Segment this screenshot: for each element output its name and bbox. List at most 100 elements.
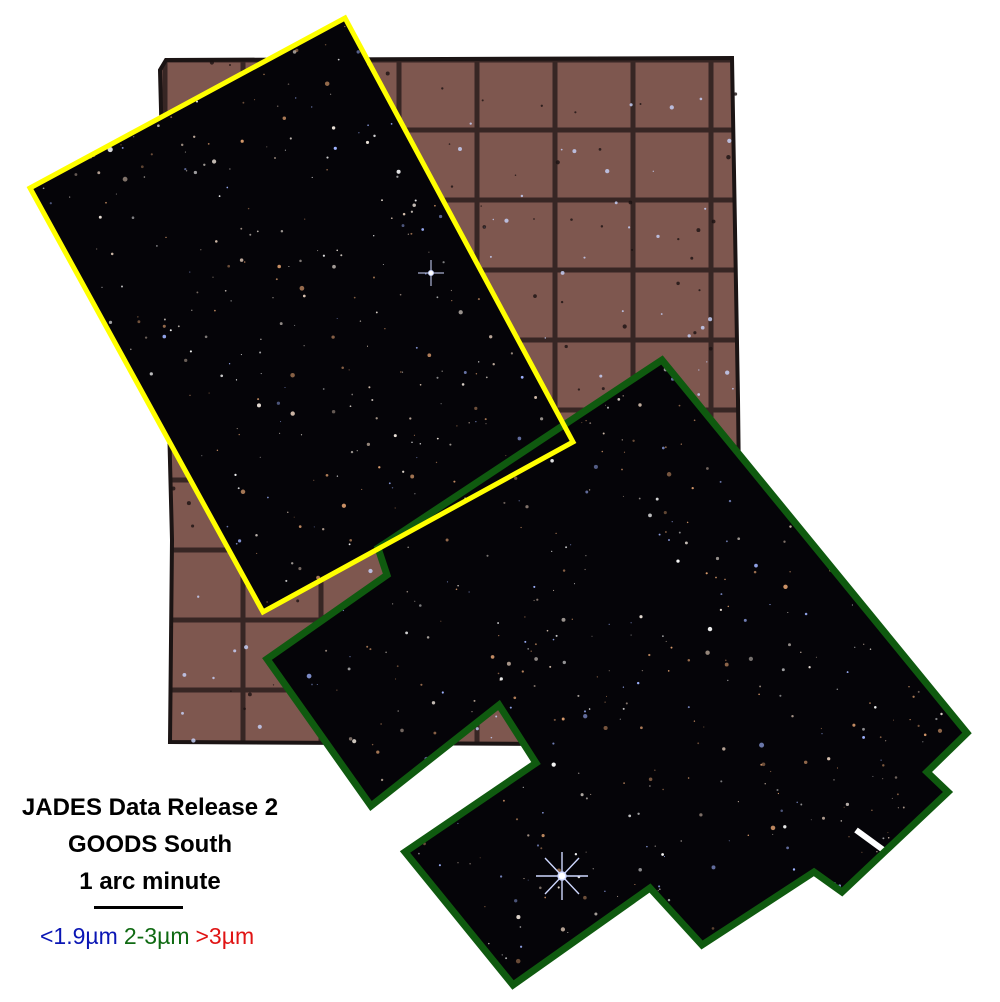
galaxy-dot: [605, 695, 608, 697]
galaxy-dot: [177, 325, 180, 328]
galaxy-dot: [381, 199, 383, 202]
galaxy-dot: [686, 521, 689, 524]
mosaic-speckle: [629, 103, 633, 107]
galaxy-dot: [555, 634, 558, 637]
galaxy-dot: [256, 230, 259, 233]
galaxy-dot: [322, 254, 325, 257]
galaxy-dot: [699, 813, 703, 817]
galaxy-dot: [399, 293, 402, 296]
galaxy-dot: [122, 176, 128, 182]
galaxy-dot: [617, 398, 621, 401]
galaxy-dot: [236, 428, 238, 430]
galaxy-dot: [581, 422, 583, 424]
mosaic-speckle: [272, 684, 275, 686]
galaxy-dot: [670, 646, 673, 649]
galaxy-dot: [336, 475, 339, 477]
galaxy-dot: [419, 442, 422, 445]
galaxy-dot: [298, 525, 302, 528]
galaxy-dot: [737, 537, 741, 541]
galaxy-dot: [201, 455, 203, 457]
mosaic-speckle: [699, 97, 703, 101]
galaxy-dot: [110, 252, 114, 256]
mosaic-speckle: [171, 486, 176, 491]
galaxy-dot: [601, 450, 604, 453]
galaxy-dot: [533, 599, 535, 602]
mosaic-speckle: [614, 201, 618, 205]
galaxy-dot: [869, 702, 871, 704]
galaxy-dot: [458, 310, 463, 315]
galaxy-dot: [748, 656, 754, 662]
galaxy-dot: [658, 885, 661, 888]
galaxy-dot: [687, 659, 691, 662]
galaxy-dot: [284, 149, 286, 151]
galaxy-dot: [503, 501, 506, 504]
galaxy-dot: [791, 714, 794, 718]
mosaic-speckle: [458, 147, 462, 151]
galaxy-dot: [909, 719, 911, 721]
galaxy-dot: [583, 895, 587, 900]
mosaic-speckle: [725, 370, 730, 375]
galaxy-dot: [193, 135, 196, 138]
mosaic-speckle: [621, 310, 624, 313]
mosaic-speckle: [480, 205, 482, 207]
mosaic-speckle: [598, 148, 602, 151]
mosaic-speckle: [622, 324, 627, 329]
galaxy-dot: [917, 690, 920, 693]
mosaic-speckle: [230, 690, 232, 693]
galaxy-dot: [658, 888, 661, 891]
galaxy-dot: [358, 132, 360, 134]
galaxy-dot: [603, 725, 608, 731]
mosaic-speckle: [368, 568, 373, 574]
galaxy-dot: [536, 598, 539, 601]
galaxy-dot: [368, 386, 371, 389]
galaxy-dot: [356, 50, 360, 54]
galaxy-dot: [591, 635, 593, 637]
galaxy-dot: [725, 659, 727, 662]
galaxy-dot: [524, 640, 527, 643]
galaxy-dot: [456, 425, 458, 427]
galaxy-dot: [375, 417, 378, 420]
galaxy-dot: [184, 151, 186, 153]
galaxy-dot: [347, 667, 351, 671]
galaxy-dot: [619, 718, 621, 720]
mosaic-speckle: [533, 218, 535, 220]
galaxy-dot: [461, 383, 465, 386]
mosaic-speckle: [212, 676, 215, 680]
galaxy-dot: [247, 207, 250, 210]
galaxy-dot: [498, 634, 500, 637]
galaxy-dot: [540, 847, 543, 850]
galaxy-dot: [385, 651, 387, 654]
galaxy-dot: [468, 591, 470, 593]
galaxy-dot: [707, 626, 713, 632]
galaxy-dot: [436, 437, 439, 440]
galaxy-dot: [663, 856, 666, 858]
galaxy-dot: [218, 195, 221, 197]
galaxy-dot: [193, 170, 198, 175]
galaxy-dot: [555, 532, 557, 535]
galaxy-dot: [382, 263, 384, 266]
mosaic-speckle: [482, 225, 487, 229]
galaxy-dot: [419, 604, 422, 607]
galaxy-dot: [513, 696, 517, 700]
galaxy-dot: [243, 261, 246, 263]
galaxy-dot: [662, 635, 664, 637]
galaxy-dot: [162, 334, 167, 339]
galaxy-dot: [407, 546, 410, 549]
galaxy-dot: [527, 834, 530, 837]
galaxy-dot: [457, 584, 459, 587]
galaxy-dot: [290, 372, 295, 378]
galaxy-dot: [935, 717, 938, 721]
galaxy-dot: [800, 803, 803, 806]
galaxy-dot: [274, 157, 276, 159]
galaxy-dot: [259, 351, 262, 354]
galaxy-dot: [137, 320, 141, 324]
galaxy-dot: [514, 899, 518, 903]
mosaic-speckle: [564, 344, 568, 349]
galaxy-dot: [625, 702, 628, 705]
galaxy-dot: [917, 724, 920, 728]
galaxy-dot: [641, 669, 644, 672]
filter-red-label: >3µm: [195, 923, 255, 949]
galaxy-dot: [96, 248, 98, 250]
galaxy-dot: [340, 254, 343, 257]
galaxy-dot: [431, 701, 436, 705]
